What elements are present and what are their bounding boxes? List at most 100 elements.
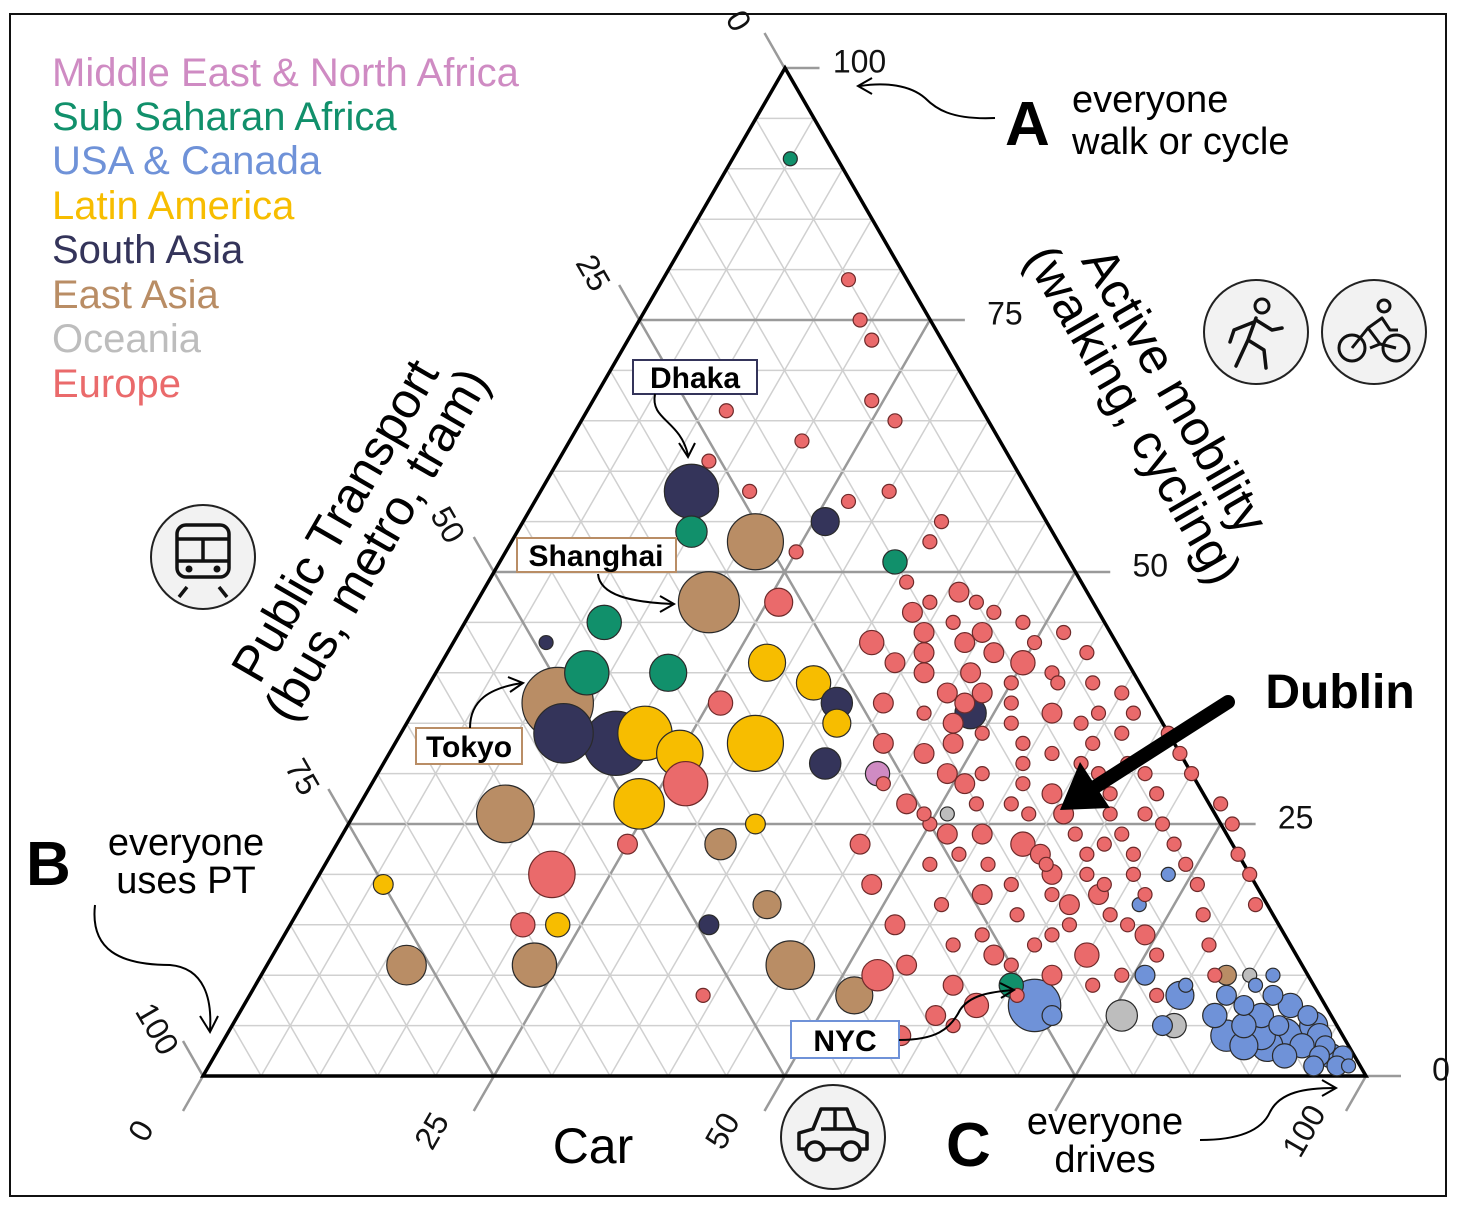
legend-item-usa-canada: USA & Canada [52, 139, 322, 183]
data-point-ssa [564, 650, 610, 696]
data-point-eu [707, 690, 734, 716]
data-point-eu [1224, 816, 1240, 832]
data-point-eu [1114, 685, 1130, 701]
pt-gridline [696, 218, 1193, 1077]
data-point-eu [864, 393, 880, 409]
data-point-ssa [586, 604, 622, 641]
corner-c-arrow [1199, 1087, 1336, 1141]
data-point-eu [1003, 796, 1019, 812]
data-point-eu [968, 594, 984, 610]
data-point-eu [884, 914, 906, 936]
data-point-eu [1079, 866, 1095, 883]
data-point-eu [916, 806, 932, 822]
data-point-eu [936, 823, 958, 845]
data-point-eu [849, 833, 871, 855]
corner-c-line1: everyone [1027, 1101, 1183, 1143]
data-point-eu [951, 846, 967, 862]
data-point-eu [1074, 942, 1100, 968]
data-point-eu [1015, 776, 1031, 792]
corner-c-annotation: C everyone drives [946, 1079, 1339, 1181]
data-point-eu [510, 912, 536, 938]
data-point-eu [913, 642, 935, 664]
data-point-eu [1009, 907, 1025, 923]
data-point-eu [718, 403, 734, 419]
data-point-ssa [882, 549, 908, 575]
data-point-la [795, 665, 832, 701]
car-gridline [260, 118, 815, 1077]
data-point-eu [974, 725, 990, 741]
data-point-eu [968, 796, 984, 812]
shanghai-label-text: Shanghai [528, 540, 663, 573]
data-point-na [1215, 984, 1237, 1006]
city-label-dhaka: Dhaka [632, 359, 758, 460]
data-point-eu [954, 773, 976, 795]
corner-b-arrowhead [199, 1015, 219, 1035]
data-point-eu [933, 513, 950, 530]
data-point-eu [1172, 745, 1188, 762]
data-point-eu [913, 742, 935, 764]
data-point-oc [939, 806, 955, 822]
data-point-eu [1085, 977, 1101, 993]
data-point-eu [1079, 645, 1095, 661]
train-icon [150, 504, 256, 610]
data-point-na [1262, 984, 1284, 1006]
data-point-eu [922, 856, 938, 872]
data-point-eu [1102, 907, 1118, 923]
pt-gridline [289, 924, 379, 1077]
data-point-sa [663, 463, 720, 520]
data-point-eu [1137, 886, 1153, 903]
legend-item-latin-america: Latin America [52, 184, 295, 228]
car-gridline [1132, 874, 1251, 1077]
data-point-na [1303, 1055, 1325, 1077]
data-point-eu [954, 632, 976, 654]
data-point-eu [742, 483, 758, 499]
data-point-eu [1079, 846, 1095, 862]
pt-gridline [318, 874, 437, 1077]
dublin-callout: Dublin [1060, 666, 1415, 810]
data-point-eu [1044, 745, 1060, 762]
legend-item-europe: Europe [52, 362, 181, 406]
triangle-outline [199, 64, 1370, 1078]
data-point-eu [1114, 967, 1130, 983]
data-point-sa [808, 747, 842, 780]
data-point-eu [1085, 675, 1101, 691]
data-point-eu [983, 642, 1005, 664]
data-point-eu [887, 413, 903, 429]
car-gridline [842, 622, 1105, 1077]
data-point-oc [1105, 999, 1139, 1032]
data-point-eu [1137, 765, 1153, 782]
data-point-eu [1009, 987, 1025, 1003]
data-point-eu [695, 987, 711, 1003]
data-point-eu [1102, 786, 1118, 802]
legend-item-oceania: Oceania [52, 317, 202, 361]
data-point-eu [1189, 876, 1205, 893]
data-point-na [1340, 1058, 1357, 1074]
data-point-eu [942, 712, 964, 734]
data-point-eu [859, 629, 885, 656]
data-point-eu [1247, 897, 1264, 913]
corner-b-line2: uses PT [116, 860, 255, 902]
data-point-eu [936, 682, 958, 704]
corner-a-letter: A [1005, 90, 1050, 159]
corner-c-arrowhead [1321, 1079, 1339, 1097]
data-point-sa [533, 702, 594, 764]
active-tick-label: 0 [1432, 1051, 1450, 1087]
data-point-eu [1096, 876, 1112, 893]
pt-gridline [464, 622, 727, 1077]
corner-c-line2: drives [1054, 1139, 1155, 1181]
city-label-shanghai: Shanghai [516, 537, 677, 613]
pt-gridline [327, 788, 495, 1077]
data-point-ea [704, 827, 737, 861]
data-point-sa [538, 634, 554, 651]
data-point-eu [1149, 786, 1165, 802]
data-point-eu [1021, 806, 1037, 822]
data-point-ea [835, 976, 874, 1015]
dublin-arrowhead [1060, 762, 1110, 810]
data-point-eu [1003, 715, 1019, 731]
data-point-eu [916, 705, 932, 721]
data-points [372, 151, 1357, 1077]
car-icon [780, 1084, 886, 1190]
data-point-la [744, 813, 766, 835]
active-tick-label: 25 [1278, 799, 1314, 835]
data-point-ea [765, 940, 816, 990]
